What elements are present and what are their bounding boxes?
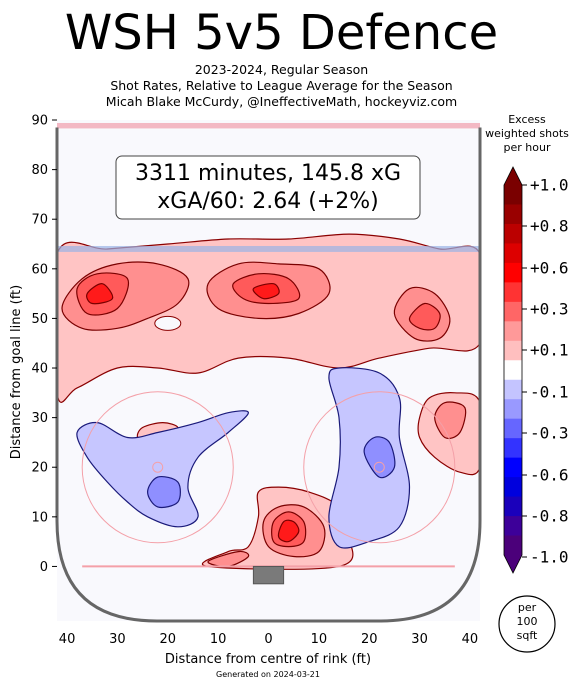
unit-line-3: sqft bbox=[517, 629, 538, 642]
colorbar-outline bbox=[503, 166, 523, 574]
x-tick-label: 0 bbox=[264, 632, 272, 647]
generated-note: Generated on 2024-03-21 bbox=[216, 670, 320, 679]
colorbar-swatch bbox=[504, 301, 522, 322]
colorbar-bottom-arrow bbox=[504, 555, 522, 573]
colorbar-swatch bbox=[504, 418, 522, 439]
neutral-hole bbox=[154, 315, 182, 331]
unit-badge: per 100 sqft bbox=[498, 595, 556, 653]
colorbar-swatch bbox=[504, 496, 522, 517]
faceoff-dot-0 bbox=[152, 461, 164, 473]
colorbar-tick-label: -1.0 bbox=[530, 548, 569, 567]
colorbar-swatch bbox=[504, 243, 522, 264]
x-tick-label: 30 bbox=[411, 632, 428, 647]
y-tick-label: 30 bbox=[31, 411, 48, 426]
colorbar-swatch bbox=[504, 321, 522, 342]
y-tick-label: 40 bbox=[31, 362, 48, 377]
y-tick-label: 10 bbox=[31, 510, 48, 525]
rink-boards bbox=[55, 127, 482, 623]
colorbar-swatch bbox=[504, 204, 522, 225]
colorbar-tick-label: -0.1 bbox=[530, 383, 569, 402]
goal-net bbox=[252, 565, 285, 585]
x-tick-label: 40 bbox=[462, 632, 479, 647]
colorbar-swatch bbox=[504, 438, 522, 459]
x-tick-label: 40 bbox=[59, 632, 76, 647]
x-tick-label: 30 bbox=[109, 632, 126, 647]
summary-xga-rate: xGA/60: 2.64 (+2%) bbox=[157, 189, 378, 214]
colorbar-swatch bbox=[504, 516, 522, 537]
colorbar-tick-label: +1.0 bbox=[530, 176, 569, 195]
colorbar-swatch bbox=[504, 457, 522, 478]
y-tick-label: 90 bbox=[31, 114, 48, 129]
colorbar-swatch bbox=[504, 262, 522, 283]
x-tick-label: 10 bbox=[311, 632, 328, 647]
colorbar-title-line-2: weighted shots bbox=[485, 127, 569, 140]
blue-line bbox=[57, 245, 480, 252]
colorbar-swatch bbox=[504, 185, 522, 205]
x-tick-label: 20 bbox=[361, 632, 378, 647]
summary-minutes-xg: 3311 minutes, 145.8 xG bbox=[135, 161, 401, 186]
colorbar-title-line-1: Excess bbox=[508, 113, 546, 126]
unit-line-1: per bbox=[518, 601, 537, 614]
colorbar-swatch bbox=[504, 223, 522, 244]
faceoff-circle-1 bbox=[303, 391, 456, 544]
subtitle-author: Micah Blake McCurdy, @IneffectiveMath, h… bbox=[105, 94, 458, 109]
deficit-region-20 bbox=[363, 436, 396, 479]
y-tick-label: 60 bbox=[31, 262, 48, 277]
axes: 0 10 20 30 40 50 60 70 80 90 40 30 20 10 0 10 20 30 40 bbox=[31, 114, 478, 648]
x-axis-label: Distance from centre of rink (ft) bbox=[165, 652, 371, 667]
y-axis-label: Distance from goal line (ft) bbox=[9, 285, 24, 459]
y-tick-label: 20 bbox=[31, 461, 48, 476]
center-red-line bbox=[57, 122, 480, 129]
y-tick-label: 50 bbox=[31, 312, 48, 327]
x-tick-label: 20 bbox=[160, 632, 177, 647]
colorbar-top-arrow bbox=[504, 167, 522, 185]
deficit-region-18 bbox=[146, 476, 181, 509]
faceoff-circle-0 bbox=[81, 391, 234, 544]
excess-region-3 bbox=[86, 283, 114, 305]
subtitle-season: 2023-2024, Regular Season bbox=[194, 62, 369, 77]
colorbar-tick-label: -0.3 bbox=[530, 424, 569, 443]
y-tick-label: 0 bbox=[40, 560, 48, 575]
colorbar-tick-label: -0.8 bbox=[530, 507, 569, 526]
faceoff-circles bbox=[81, 391, 456, 544]
summary-box: 3311 minutes, 145.8 xG xGA/60: 2.64 (+2%… bbox=[115, 155, 421, 220]
colorbar-swatch bbox=[504, 379, 522, 400]
excess-region-11 bbox=[434, 401, 467, 440]
colorbar-tick-label: +0.3 bbox=[530, 300, 569, 319]
unit-line-2: 100 bbox=[517, 615, 538, 628]
heatmap-regions bbox=[57, 233, 480, 570]
colorbar: +1.0 +0.8 +0.6 +0.3 +0.1 -0.1 -0.3 -0.6 -0.8 -1.0 bbox=[503, 166, 569, 574]
faceoff-dot-1 bbox=[373, 461, 385, 473]
y-tick-label: 80 bbox=[31, 163, 48, 178]
colorbar-title: Excess weighted shots per hour bbox=[485, 113, 569, 154]
colorbar-swatch bbox=[504, 477, 522, 498]
colorbar-tick-label: +0.1 bbox=[530, 341, 569, 360]
excess-region-6 bbox=[252, 282, 280, 300]
colorbar-swatch bbox=[504, 340, 522, 361]
excess-region-16 bbox=[277, 519, 300, 543]
colorbar-tick-label: -0.6 bbox=[530, 466, 569, 485]
chart-title: WSH 5v5 Defence bbox=[64, 5, 499, 61]
x-tick-label: 10 bbox=[210, 632, 227, 647]
colorbar-tick-label: +0.8 bbox=[530, 217, 569, 236]
colorbar-swatch bbox=[504, 282, 522, 303]
colorbar-swatch bbox=[504, 535, 522, 556]
colorbar-tick-label: +0.6 bbox=[530, 259, 569, 278]
colorbar-swatch bbox=[504, 399, 522, 420]
subtitle-description: Shot Rates, Relative to League Average f… bbox=[110, 78, 453, 93]
y-tick-label: 70 bbox=[31, 213, 48, 228]
colorbar-swatch bbox=[504, 360, 522, 381]
colorbar-title-line-3: per hour bbox=[504, 141, 551, 154]
excess-region-8 bbox=[408, 302, 441, 331]
